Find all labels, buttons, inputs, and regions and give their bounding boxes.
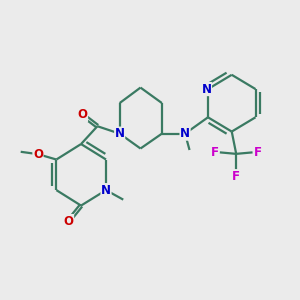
- Text: N: N: [115, 127, 125, 140]
- Text: O: O: [77, 108, 88, 122]
- Text: O: O: [64, 214, 74, 227]
- Text: N: N: [180, 127, 190, 140]
- Text: O: O: [33, 148, 43, 161]
- Text: F: F: [232, 170, 240, 183]
- Text: F: F: [211, 146, 218, 159]
- Text: F: F: [254, 146, 262, 159]
- Text: N: N: [101, 184, 111, 196]
- Text: N: N: [202, 82, 212, 96]
